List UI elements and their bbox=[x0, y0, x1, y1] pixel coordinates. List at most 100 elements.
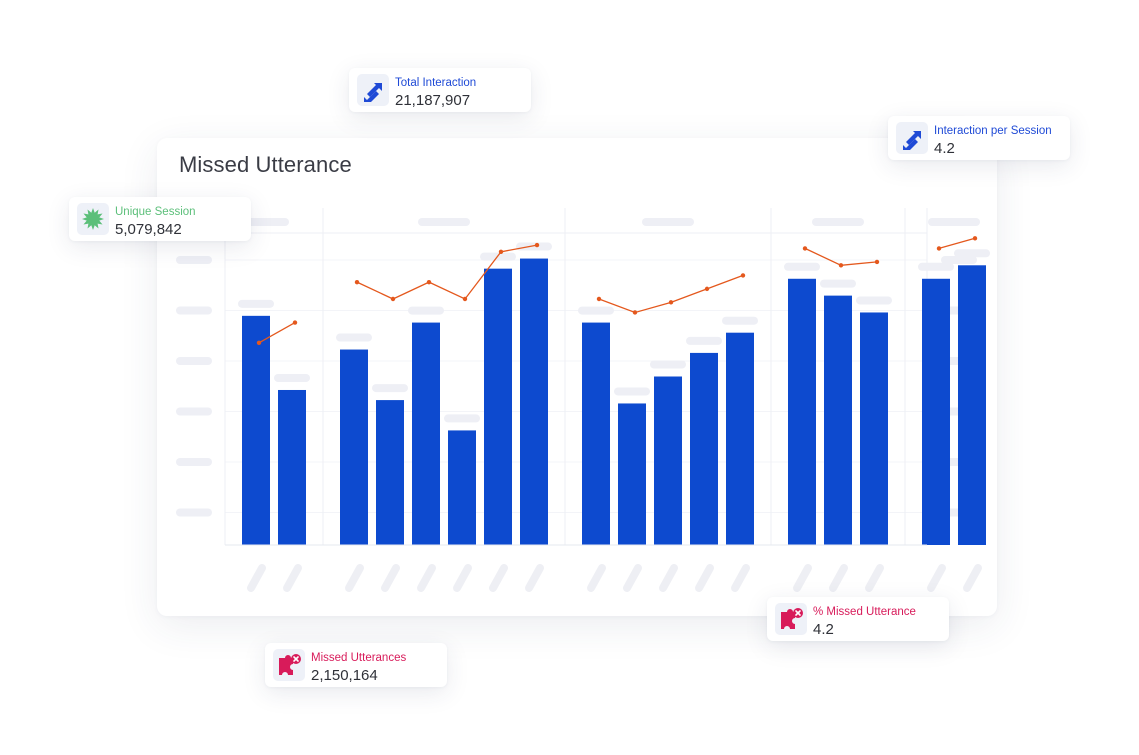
x-tick-placeholder bbox=[587, 564, 606, 592]
value-label-placeholder bbox=[722, 316, 758, 325]
bar bbox=[340, 349, 368, 545]
group-header-placeholder bbox=[418, 218, 470, 226]
bar bbox=[690, 352, 718, 545]
chart-card: Missed Utterance bbox=[157, 138, 997, 616]
trend-line bbox=[938, 237, 976, 250]
x-tick-placeholder bbox=[963, 564, 982, 592]
y-tick-placeholder bbox=[176, 458, 212, 466]
value-label-placeholder bbox=[444, 414, 480, 423]
value-label-placeholder bbox=[918, 262, 954, 271]
y-tick-placeholder-right bbox=[941, 256, 977, 264]
value-label-placeholder bbox=[238, 299, 274, 308]
bar bbox=[278, 389, 306, 545]
trend-point bbox=[874, 259, 880, 265]
group-header-placeholder bbox=[928, 218, 980, 226]
value-label-placeholder bbox=[784, 262, 820, 271]
total-interaction-label: Total Interaction bbox=[395, 77, 477, 89]
trend-point bbox=[390, 296, 396, 302]
unique-session-label: Unique Session bbox=[115, 206, 196, 218]
trend-line bbox=[804, 247, 878, 266]
swap-arrows-icon bbox=[357, 74, 389, 106]
puzzle-error-icon bbox=[775, 603, 807, 635]
y-tick-placeholder bbox=[176, 256, 212, 264]
trend-point bbox=[534, 242, 540, 248]
trend-line bbox=[258, 322, 296, 344]
value-label-placeholder bbox=[516, 242, 552, 251]
chart-title: Missed Utterance bbox=[179, 152, 352, 177]
bar bbox=[958, 265, 986, 545]
x-tick-placeholder bbox=[283, 564, 302, 592]
value-label-placeholder bbox=[336, 333, 372, 342]
bar bbox=[484, 268, 512, 545]
swap-arrows-icon bbox=[896, 122, 928, 154]
trend-point bbox=[972, 236, 978, 241]
trend-line bbox=[598, 274, 744, 314]
trend-point bbox=[704, 286, 710, 292]
x-tick-placeholder bbox=[731, 564, 750, 592]
trend-point bbox=[462, 296, 468, 302]
pct-missed-utterance-value: 4.2 bbox=[813, 621, 834, 638]
value-label-placeholder bbox=[274, 373, 310, 382]
value-label-placeholder bbox=[578, 306, 614, 315]
y-tick-placeholder bbox=[176, 357, 212, 365]
interaction-per-session-label: Interaction per Session bbox=[934, 125, 1052, 137]
bar bbox=[618, 403, 646, 545]
x-tick-placeholder bbox=[453, 564, 472, 592]
missed-utterances-card: Missed Utterances 2,150,164 bbox=[265, 643, 447, 687]
interaction-per-session-card: Interaction per Session 4.2 bbox=[888, 116, 1070, 160]
trend-point bbox=[668, 300, 674, 305]
trend-point bbox=[632, 310, 638, 315]
value-label-placeholder bbox=[650, 360, 686, 369]
value-label-placeholder bbox=[820, 279, 856, 288]
trend-point bbox=[838, 263, 844, 268]
x-tick-placeholder bbox=[381, 564, 400, 592]
chart-svg bbox=[176, 208, 990, 592]
bar bbox=[860, 312, 888, 545]
x-tick-placeholder bbox=[417, 564, 436, 592]
pct-missed-utterance-card: % Missed Utterance 4.2 bbox=[767, 597, 949, 641]
unique-session-card: Unique Session 5,079,842 bbox=[69, 197, 251, 241]
bar bbox=[654, 376, 682, 545]
x-tick-placeholder bbox=[865, 564, 884, 592]
value-label-placeholder bbox=[408, 306, 444, 315]
trend-point bbox=[256, 340, 262, 345]
x-tick-placeholder bbox=[489, 564, 508, 592]
value-label-placeholder bbox=[954, 249, 990, 258]
starburst-icon bbox=[77, 203, 109, 235]
value-label-placeholder bbox=[686, 336, 722, 345]
x-tick-placeholder bbox=[927, 564, 946, 592]
pct-missed-utterance-label: % Missed Utterance bbox=[813, 606, 916, 618]
y-tick-placeholder bbox=[176, 407, 212, 416]
x-tick-placeholder bbox=[829, 564, 848, 592]
bar bbox=[922, 278, 950, 545]
y-tick-placeholder bbox=[176, 306, 212, 315]
x-tick-placeholder bbox=[793, 564, 812, 592]
value-label-placeholder bbox=[614, 387, 650, 396]
bar bbox=[412, 322, 440, 545]
x-tick-placeholder bbox=[623, 564, 642, 592]
y-tick-placeholder bbox=[176, 508, 212, 517]
x-tick-placeholder bbox=[525, 564, 544, 592]
bar bbox=[376, 400, 404, 545]
trend-point bbox=[802, 246, 808, 251]
trend-line bbox=[356, 244, 538, 300]
group-header-placeholder bbox=[642, 218, 694, 226]
x-tick-placeholder bbox=[659, 564, 678, 592]
bar bbox=[788, 278, 816, 545]
x-tick-placeholder bbox=[345, 564, 364, 592]
trend-point bbox=[498, 249, 504, 255]
group-header-placeholder bbox=[812, 218, 864, 226]
trend-point bbox=[596, 296, 602, 302]
bar bbox=[448, 430, 476, 545]
bar bbox=[242, 315, 270, 545]
unique-session-value: 5,079,842 bbox=[115, 221, 182, 238]
value-label-placeholder bbox=[856, 296, 892, 305]
value-label-placeholder bbox=[372, 384, 408, 393]
bar bbox=[824, 295, 852, 545]
trend-point bbox=[936, 246, 942, 251]
interaction-per-session-value: 4.2 bbox=[934, 140, 955, 157]
missed-utterances-label: Missed Utterances bbox=[311, 652, 407, 664]
missed-utterances-value: 2,150,164 bbox=[311, 667, 378, 684]
bar bbox=[726, 332, 754, 545]
trend-point bbox=[740, 273, 746, 278]
